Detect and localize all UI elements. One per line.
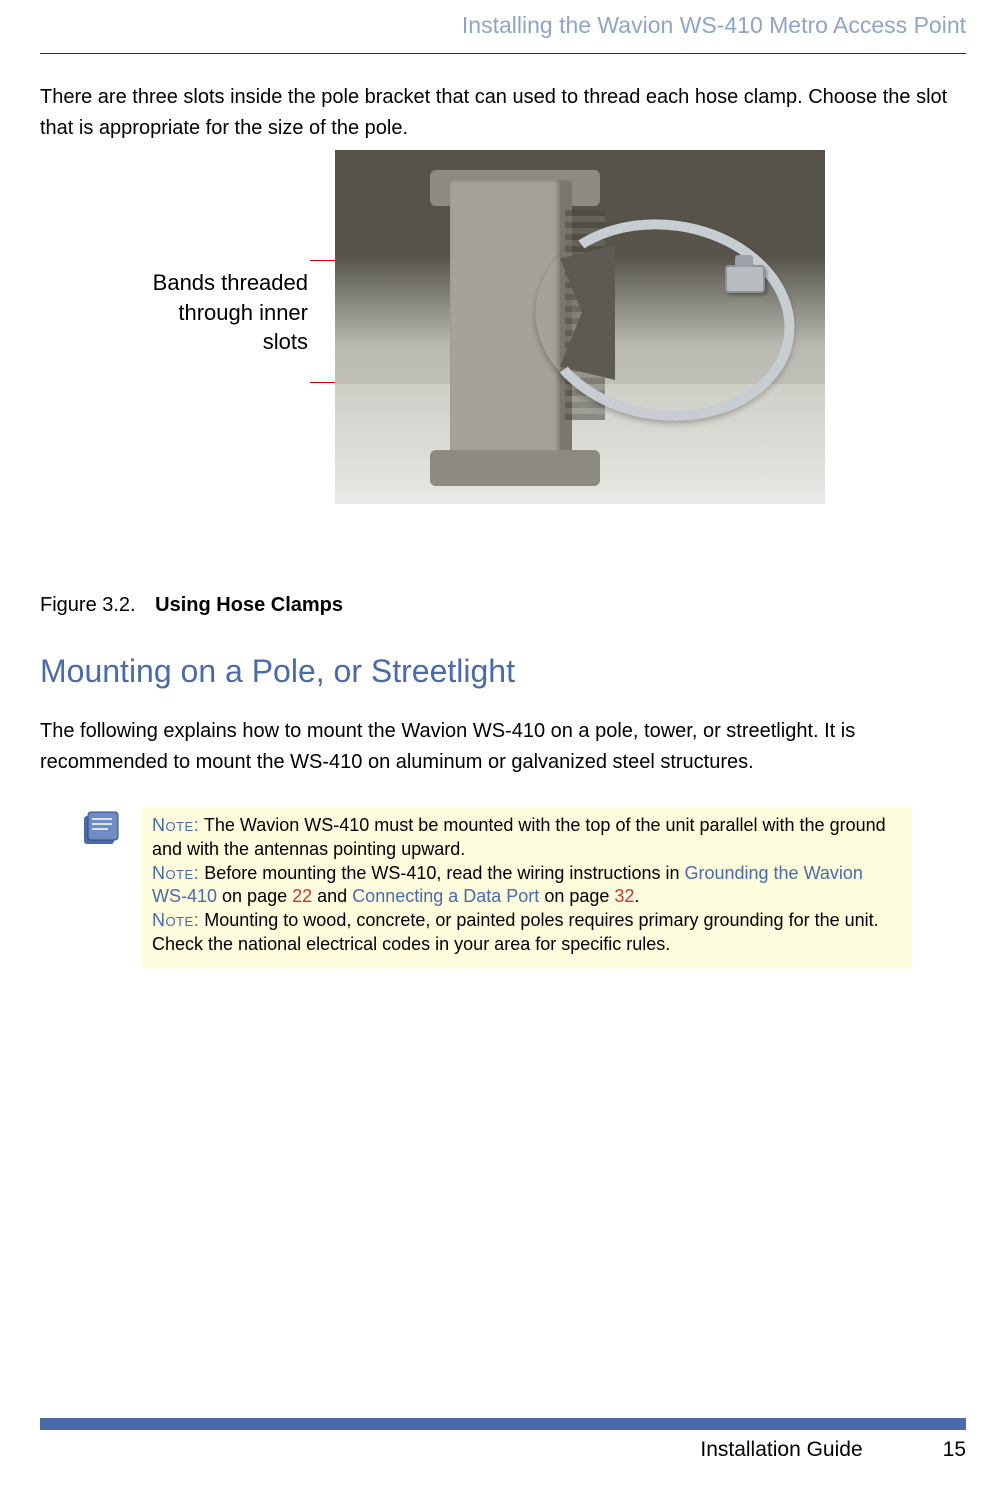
figure-title: Using Hose Clamps [155, 594, 343, 616]
figure-callout-label: Bands threaded through inner slots [108, 268, 308, 357]
note-box: Note: The Wavion WS-410 must be mounted … [142, 808, 912, 967]
note-2-page-2[interactable]: 32 [614, 886, 634, 906]
page-footer: Installation Guide 15 [40, 1418, 966, 1462]
note-2: Note: Before mounting the WS-410, read t… [152, 862, 902, 910]
note-1-text: The Wavion WS-410 must be mounted with t… [152, 815, 886, 859]
note-2-page-1[interactable]: 22 [292, 886, 312, 906]
callout-line-3: slots [263, 329, 308, 354]
intro-paragraph: There are three slots inside the pole br… [40, 82, 966, 144]
note-2-text-e: . [634, 886, 639, 906]
note-icon [80, 808, 122, 850]
bracket-bottom-lip [430, 450, 600, 486]
note-2-link-2[interactable]: Connecting a Data Port [352, 886, 539, 906]
section-body: The following explains how to mount the … [40, 716, 966, 778]
section-heading: Mounting on a Pole, or Streetlight [40, 653, 966, 690]
figure-container: Bands threaded through inner slots [40, 150, 966, 550]
note-2-text-c: and [312, 886, 352, 906]
note-1: Note: The Wavion WS-410 must be mounted … [152, 814, 902, 862]
note-label-3: Note: [152, 910, 199, 930]
figure-caption: Figure 3.2. Using Hose Clamps [40, 594, 966, 617]
header-rule [40, 53, 966, 54]
note-2-text-b: on page [217, 886, 292, 906]
note-3-text: Mounting to wood, concrete, or painted p… [152, 910, 879, 954]
figure-number: Figure 3.2. [40, 594, 136, 616]
footer-bar [40, 1418, 966, 1430]
footer-page-number: 15 [943, 1438, 966, 1462]
note-label-1: Note: [152, 815, 199, 835]
callout-line-1: Bands threaded [153, 270, 308, 295]
note-block: Note: The Wavion WS-410 must be mounted … [40, 808, 966, 967]
figure-photo [335, 150, 825, 504]
hose-clamp-screw [725, 265, 765, 293]
callout-line-2: through inner [178, 300, 308, 325]
note-3: Note: Mounting to wood, concrete, or pai… [152, 909, 902, 957]
footer-doc-title: Installation Guide [700, 1438, 862, 1462]
page-header: Installing the Wavion WS-410 Metro Acces… [40, 0, 966, 39]
note-label-2: Note: [152, 863, 199, 883]
note-2-text-d: on page [539, 886, 614, 906]
note-2-text-a: Before mounting the WS-410, read the wir… [199, 863, 684, 883]
